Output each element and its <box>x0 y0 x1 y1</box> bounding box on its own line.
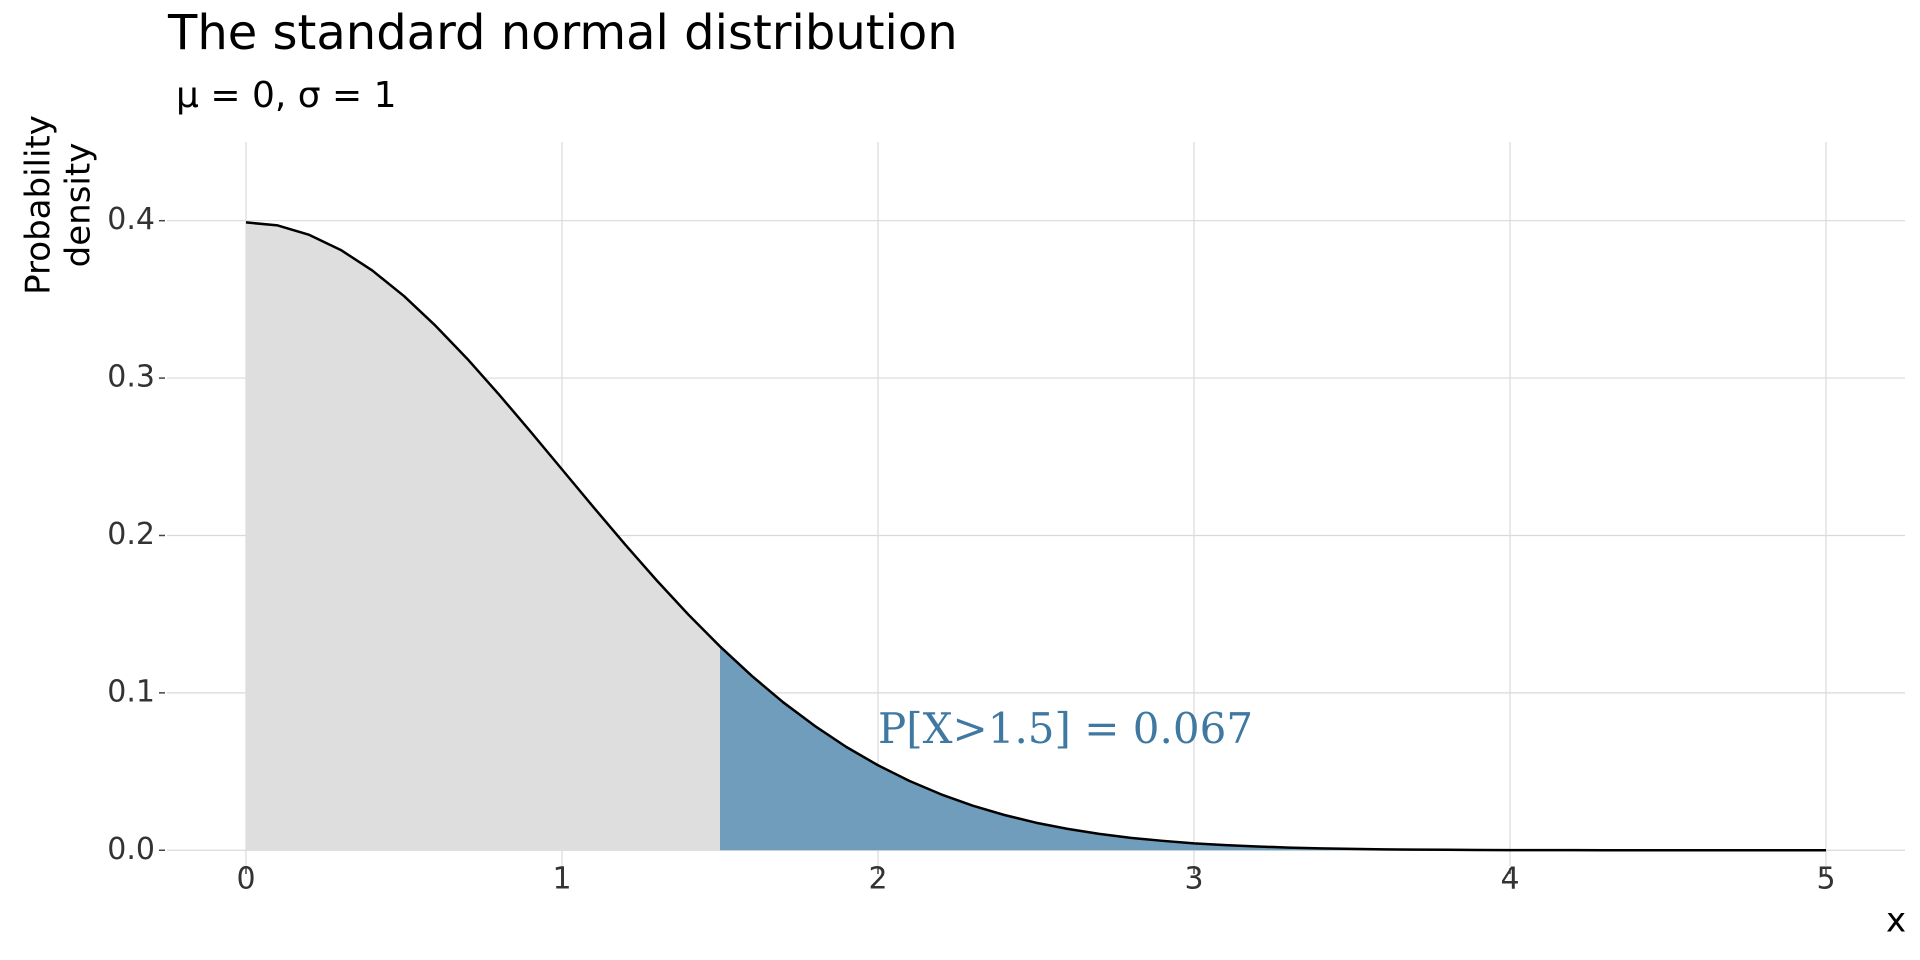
y-tick-label: 0.2 <box>107 517 155 552</box>
density-line <box>245 221 1826 852</box>
x-axis-title: x <box>1886 901 1906 941</box>
annotation: P[X>1.5] = 0.067 <box>878 704 1253 753</box>
y-axis-title-line: Probability <box>19 115 59 295</box>
area <box>246 222 720 851</box>
x-tick-label: 2 <box>868 862 887 897</box>
chart-title: The standard normal distribution <box>167 5 958 61</box>
y-tick-label: 0.0 <box>107 832 155 867</box>
y-tick-label: 0.3 <box>107 360 155 395</box>
y-tick-label: 0.4 <box>107 202 155 237</box>
x-tick-label: 0 <box>236 862 255 897</box>
x-tick-label: 3 <box>1184 862 1203 897</box>
highlight-area <box>720 646 1826 851</box>
x-tick-label: 1 <box>552 862 571 897</box>
x-tick-label: 5 <box>1816 862 1835 897</box>
y-axis-title-line: density <box>59 143 99 268</box>
y-tick-label: 0.1 <box>107 674 155 709</box>
chart-subtitle: μ = 0, σ = 1 <box>176 75 397 116</box>
x-tick-label: 4 <box>1500 862 1519 897</box>
y-axis-title: Probability density <box>19 115 99 295</box>
